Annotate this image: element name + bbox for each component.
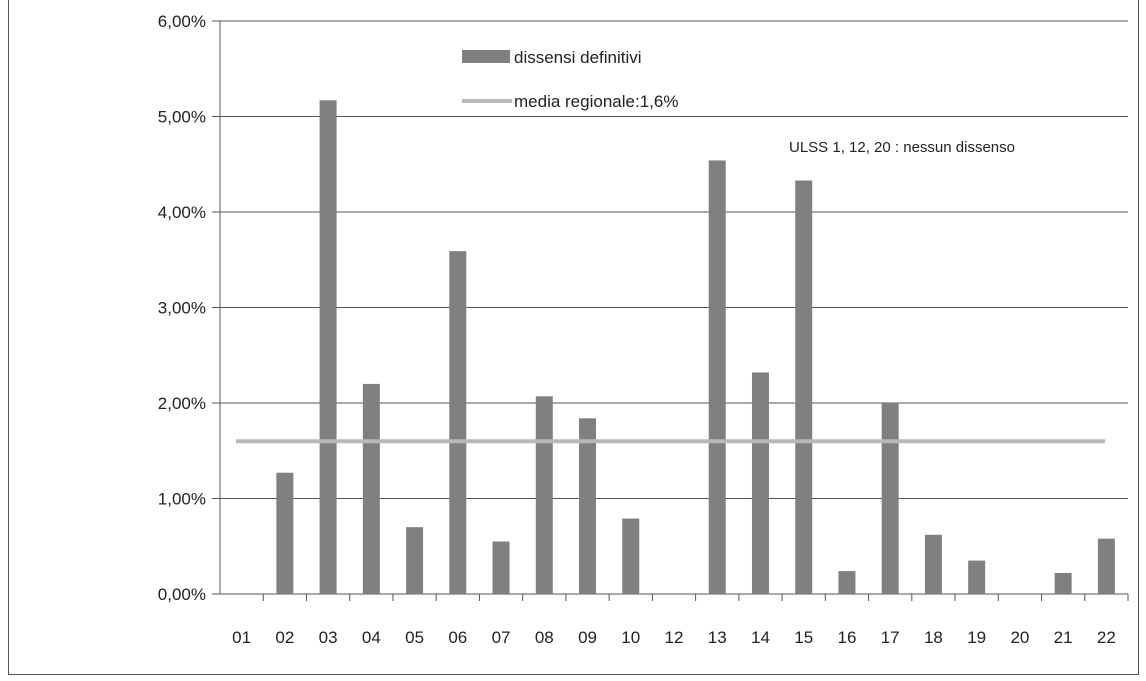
y-tick-label: 2,00% — [158, 394, 206, 413]
bar-09 — [579, 418, 597, 594]
x-axis-ticks: 01 02 03 04 05 06 07 08 09 10 12 13 14 15 16 17 18 19 20 21… — [232, 628, 1116, 647]
bar-06 — [449, 251, 467, 594]
y-tick-label: 1,00% — [158, 490, 206, 509]
x-tick-label: 20 — [1010, 628, 1029, 647]
annotation-note: ULSS 1, 12, 20 : nessun dissenso — [789, 139, 1015, 156]
bar-21 — [1054, 572, 1072, 594]
x-tick-label: 03 — [319, 628, 338, 647]
bar-19 — [968, 560, 986, 594]
bar-10 — [622, 518, 640, 594]
legend: dissensi definitivi media regionale:1,6% — [462, 48, 678, 111]
x-tick-label: 06 — [448, 628, 467, 647]
bar-17 — [881, 403, 899, 594]
x-tick-label: 22 — [1097, 628, 1116, 647]
bar-18 — [924, 534, 942, 594]
bars — [276, 100, 1115, 595]
x-tick-label: 05 — [405, 628, 424, 647]
bar-07 — [492, 541, 510, 594]
x-tick-label: 13 — [708, 628, 727, 647]
bar-16 — [838, 571, 856, 594]
x-tick-label: 02 — [275, 628, 294, 647]
y-tick-label: 6,00% — [158, 12, 206, 31]
x-tick-label: 08 — [535, 628, 554, 647]
bar-13 — [708, 160, 726, 594]
x-tick-label: 07 — [492, 628, 511, 647]
bar-02 — [276, 472, 294, 594]
y-tick-label: 5,00% — [158, 108, 206, 127]
chart-frame — [8, 0, 1139, 675]
bar-14 — [751, 372, 769, 594]
x-tick-label: 16 — [837, 628, 856, 647]
legend-label-line: media regionale:1,6% — [514, 92, 678, 111]
x-tick-label: 21 — [1054, 628, 1073, 647]
y-axis-ticks: 0,00% 1,00% 2,00% 3,00% 4,00% 5,00% 6,00% — [158, 12, 206, 604]
legend-swatch-bars — [462, 50, 510, 63]
x-tick-label: 10 — [621, 628, 640, 647]
x-tick-label: 04 — [362, 628, 381, 647]
x-tick-label: 18 — [924, 628, 943, 647]
bar-08 — [535, 396, 553, 594]
legend-label-bars: dissensi definitivi — [514, 48, 642, 67]
bar-15 — [795, 180, 813, 595]
x-tick-label: 09 — [578, 628, 597, 647]
y-tick-label: 0,00% — [158, 585, 206, 604]
y-tick-label: 4,00% — [158, 203, 206, 222]
bar-04 — [362, 383, 380, 594]
x-tick-label: 15 — [794, 628, 813, 647]
x-tick-label: 01 — [232, 628, 251, 647]
bar-05 — [406, 527, 424, 594]
bar-03 — [319, 100, 337, 594]
x-tick-label: 12 — [665, 628, 684, 647]
bar-22 — [1097, 538, 1115, 594]
x-tick-label: 14 — [751, 628, 770, 647]
x-tick-label: 17 — [881, 628, 900, 647]
y-tick-label: 3,00% — [158, 299, 206, 318]
x-tick-label: 19 — [967, 628, 986, 647]
